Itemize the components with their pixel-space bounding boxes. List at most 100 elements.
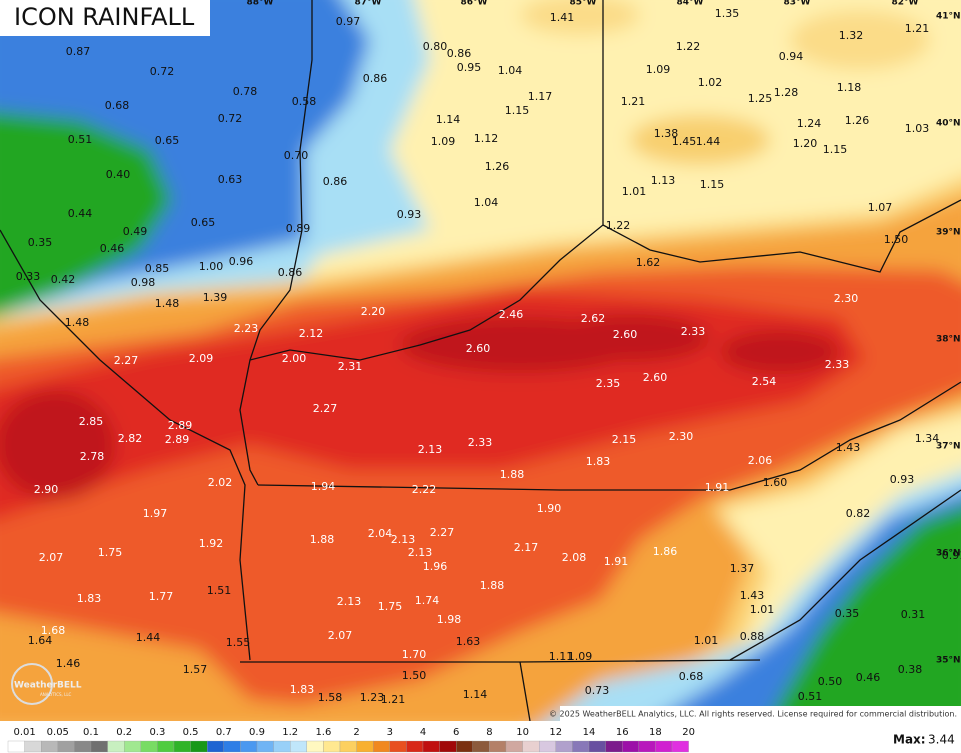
rainfall-label: 0.89 (286, 222, 311, 235)
rainfall-label: 1.90 (537, 502, 562, 515)
legend-label: 0.7 (216, 727, 232, 738)
rainfall-label: 2.13 (408, 546, 433, 559)
rainfall-label: 0.85 (145, 262, 170, 275)
rainfall-label: 1.01 (750, 603, 775, 616)
legend-label: 12 (549, 727, 562, 738)
rainfall-label: 1.91 (604, 555, 629, 568)
legend-swatch (489, 740, 507, 753)
legend-label: 14 (583, 727, 596, 738)
rainfall-label: 1.23 (360, 691, 385, 704)
rainfall-label: 0.86 (447, 47, 472, 60)
legend-label: 0.9 (249, 727, 265, 738)
legend-label: 16 (616, 727, 629, 738)
rainfall-label: 0.68 (679, 670, 704, 683)
rainfall-label: 0.72 (150, 65, 175, 78)
rainfall-label: 0.87 (66, 45, 91, 58)
longitude-label: 86°W (461, 0, 488, 8)
title: ICON RAINFALL (14, 3, 195, 31)
legend-swatch (74, 740, 92, 753)
rainfall-label: 0.63 (218, 173, 243, 186)
rainfall-label: 2.13 (391, 533, 416, 546)
legend-label: 0.3 (149, 727, 165, 738)
legend-swatch (157, 740, 175, 753)
rainfall-label: 1.21 (381, 693, 406, 706)
rainfall-label: 0.65 (155, 134, 180, 147)
legend-swatch (273, 740, 291, 753)
rainfall-label: 2.33 (681, 325, 706, 338)
rainfall-label: 2.22 (412, 483, 437, 496)
legend-label: 20 (682, 727, 695, 738)
rainfall-label: 1.88 (310, 533, 335, 546)
rainfall-label: 0.40 (106, 168, 131, 181)
rainfall-label: 0.50 (818, 675, 843, 688)
legend-swatch (622, 740, 639, 753)
rainfall-label: 2.06 (748, 454, 773, 467)
rainfall-label: 1.50 (884, 233, 909, 246)
latitude-label: 37°N (936, 442, 961, 452)
longitude-label: 82°W (892, 0, 919, 8)
rainfall-label: 1.14 (463, 688, 488, 701)
rainfall-label: 1.39 (203, 291, 228, 304)
rainfall-label: 2.90 (34, 483, 59, 496)
rainfall-label: 1.45 (672, 135, 697, 148)
legend-label: 1.2 (282, 727, 298, 738)
legend-swatch (140, 740, 158, 753)
rainfall-label: 1.43 (836, 441, 861, 454)
rainfall-label: 2.62 (581, 312, 606, 325)
logo-name: WeatherBELL (14, 681, 82, 691)
rainfall-label: 1.38 (654, 127, 679, 140)
legend-label: 0.05 (47, 727, 69, 738)
rainfall-label: 0.93 (890, 473, 915, 486)
rainfall-label: 0.68 (105, 99, 130, 112)
legend-swatch (57, 740, 75, 753)
max-value: 3.44 (928, 733, 955, 747)
latitude-label: 38°N (936, 335, 961, 345)
rainfall-label: 0.88 (740, 630, 765, 643)
rainfall-label: 1.88 (480, 579, 505, 592)
legend-swatch (290, 740, 307, 753)
rainfall-label: 2.13 (418, 443, 443, 456)
rainfall-label: 1.91 (705, 481, 730, 494)
rainfall-label: 0.70 (284, 149, 309, 162)
rainfall-label: 2.89 (168, 419, 193, 432)
rainfall-label: 2.27 (114, 354, 139, 367)
rainfall-label: 1.44 (696, 135, 721, 148)
rainfall-label: 1.58 (318, 691, 343, 704)
legend-swatch (605, 740, 623, 753)
title-box (0, 0, 210, 36)
rainfall-label: 1.88 (500, 468, 525, 481)
rainfall-label: 1.55 (226, 636, 251, 649)
rainfall-label: 0.96 (229, 255, 254, 268)
rainfall-label: 1.11 (549, 650, 574, 663)
rainfall-label: 1.62 (636, 256, 661, 269)
legend-swatch (373, 740, 390, 753)
rainfall-label: 0.73 (585, 684, 610, 697)
rainfall-label: 0.94 (779, 50, 804, 63)
logo-ring (11, 663, 53, 705)
rainfall-label: 1.15 (505, 104, 530, 117)
rainfall-label: 0.95 (457, 61, 482, 74)
rainfall-label: 0.38 (898, 663, 923, 676)
rainfall-label: 1.35 (715, 7, 740, 20)
legend-swatch (223, 740, 241, 753)
rainfall-label: 1.75 (378, 600, 403, 613)
rainfall-label: 1.50 (402, 669, 427, 682)
latitude-label: 41°N (936, 12, 961, 22)
rainfall-label: 1.15 (823, 143, 848, 156)
rainfall-label: 0.80 (423, 40, 448, 53)
rainfall-label: 0.97 (336, 15, 361, 28)
legend-swatch (7, 740, 25, 753)
rainfall-label: 0.98 (131, 276, 156, 289)
legend-swatch (24, 740, 42, 753)
copyright: © 2025 WeatherBELL Analytics, LLC. All r… (549, 710, 957, 719)
legend-label: 1.6 (315, 727, 331, 738)
legend-swatch (339, 740, 357, 753)
rainfall-label: 1.75 (98, 546, 123, 559)
legend-swatch (671, 740, 689, 753)
rainfall-label: 1.03 (905, 122, 930, 135)
legend-swatch (472, 740, 490, 753)
legend-label: 0.2 (116, 727, 132, 738)
latitude-label: 40°N (936, 119, 961, 129)
